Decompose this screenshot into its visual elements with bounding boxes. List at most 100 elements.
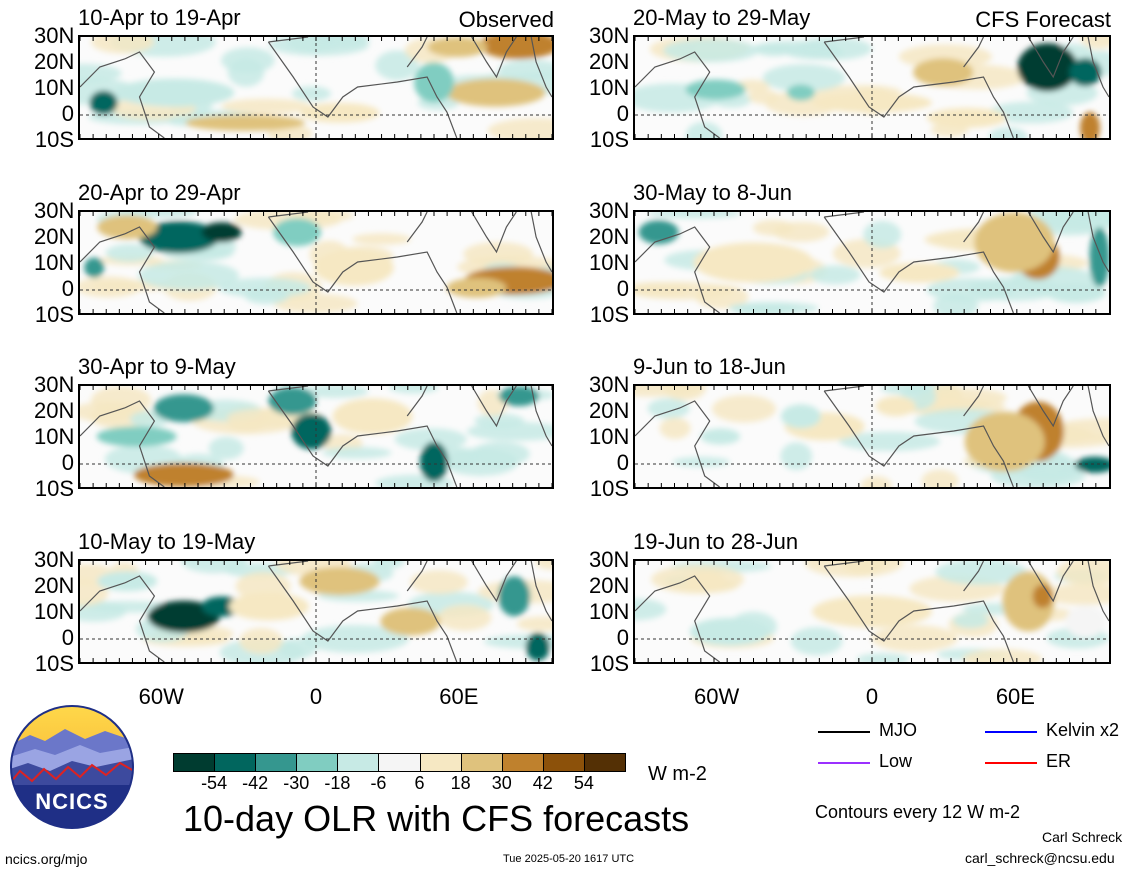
lat-tick-label: 30N (34, 23, 75, 48)
olr-anomaly-patch (410, 570, 468, 595)
olr-anomaly-patch (1069, 58, 1102, 87)
lat-tick-label: 0 (616, 625, 629, 650)
olr-anomaly-patch (352, 233, 412, 245)
olr-map-panel (633, 35, 1111, 140)
olr-anomaly-patch (762, 64, 846, 92)
olr-anomaly-patch (952, 612, 989, 629)
olr-anomaly-patch (389, 386, 439, 394)
olr-anomaly-patch (1089, 227, 1109, 288)
lat-tick-label: 30N (34, 372, 75, 397)
olr-anomaly-patch (754, 42, 794, 57)
olr-anomaly-patch (301, 625, 409, 653)
olr-anomaly-patch (301, 386, 369, 398)
olr-anomaly-patch (201, 222, 242, 243)
olr-anomaly-patch (221, 47, 275, 74)
colorbar-tick-label: 54 (573, 773, 594, 793)
olr-anomaly-patch (1032, 584, 1053, 609)
olr-anomaly-patch (879, 262, 960, 283)
colorbar-segment (296, 753, 339, 772)
lat-tick-label: 10N (34, 424, 75, 449)
olr-anomaly-patch (780, 442, 813, 471)
lat-tick-label: 10N (589, 250, 630, 275)
olr-anomaly-patch (693, 242, 814, 283)
olr-anomaly-patch (748, 89, 779, 104)
lat-tick-label: 20N (34, 224, 75, 249)
olr-anomaly-patch (685, 79, 746, 100)
olr-anomaly-patch (133, 462, 234, 487)
colorbar-segment (173, 753, 216, 772)
olr-anomaly-patch (786, 84, 815, 101)
olr-anomaly-patch (291, 86, 332, 101)
olr-anomaly-patch (471, 441, 530, 467)
olr-anomaly-patch (287, 37, 340, 53)
footer-url: ncics.org/mjo (5, 851, 88, 867)
lat-tick-label: 10S (34, 127, 74, 152)
lat-tick-label: 10N (34, 75, 75, 100)
olr-anomaly-patch (147, 600, 220, 633)
olr-anomaly-patch (244, 287, 289, 305)
olr-anomaly-patch (499, 386, 539, 407)
olr-anomaly-patch (322, 446, 392, 459)
footer-timestamp: Tue 2025-05-20 1617 UTC (503, 853, 635, 865)
olr-anomaly-patch (839, 431, 941, 452)
lat-tick-label: 10S (34, 302, 74, 327)
lat-tick-label: 0 (61, 625, 74, 650)
olr-anomaly-patch (712, 395, 776, 423)
legend-label: ER (1046, 751, 1072, 771)
contour-note: Contours every 12 W m-2 (815, 802, 1021, 822)
colorbar-tick-label: -42 (242, 773, 269, 793)
olr-anomaly-patch (809, 265, 861, 285)
lat-tick-label: 10N (34, 599, 75, 624)
lon-tick-label: 60E (995, 684, 1035, 709)
lat-tick-label: 30N (589, 547, 630, 572)
olr-anomaly-patch (84, 257, 105, 278)
olr-anomaly-patch (772, 221, 830, 242)
logo-text: NCICS (35, 789, 109, 814)
lat-tick-label: 0 (61, 450, 74, 475)
lat-tick-label: 0 (61, 101, 74, 126)
olr-anomaly-patch (790, 627, 843, 656)
olr-anomaly-patch (988, 101, 1074, 124)
olr-anomaly-patch (964, 411, 1045, 472)
olr-anomaly-patch (535, 561, 552, 570)
olr-anomaly-patch (89, 90, 118, 115)
lat-tick-label: 10N (589, 424, 630, 449)
colorbar-segment (214, 753, 257, 772)
colorbar-tick-label: 42 (532, 773, 553, 793)
olr-anomaly-patch (139, 221, 220, 254)
panel-title: 20-Apr to 29-Apr (78, 180, 241, 205)
olr-anomaly-patch (80, 600, 127, 622)
lat-tick-label: 20N (589, 49, 630, 74)
olr-anomaly-patch (313, 249, 394, 286)
olr-map-panel (633, 559, 1111, 664)
olr-anomaly-patch (185, 114, 306, 131)
olr-anomaly-patch (841, 561, 886, 576)
olr-anomaly-patch (871, 625, 958, 652)
lat-tick-label: 10N (589, 75, 630, 100)
lat-tick-label: 10S (34, 476, 74, 501)
lon-tick-label: 0 (865, 684, 879, 709)
olr-anomaly-patch (114, 78, 235, 107)
lat-tick-label: 10S (589, 302, 629, 327)
lat-tick-label: 10S (589, 651, 629, 676)
colorbar-tick-label: 30 (491, 773, 512, 793)
colorbar-tick-label: -18 (324, 773, 351, 793)
olr-anomaly-patch (921, 469, 959, 487)
colorbar-segment (378, 753, 421, 772)
lat-tick-label: 30N (34, 198, 75, 223)
olr-anomaly-patch (97, 215, 158, 240)
lat-tick-label: 30N (589, 198, 630, 223)
olr-anomaly-patch (221, 98, 311, 114)
coastline (80, 386, 552, 487)
olr-anomaly-patch (1074, 456, 1109, 473)
colorbar-tick-label: 18 (450, 773, 471, 793)
olr-anomaly-patch (332, 398, 413, 435)
olr-anomaly-patch (299, 567, 380, 596)
lat-tick-label: 30N (34, 547, 75, 572)
olr-anomaly-patch (1061, 212, 1109, 224)
colorbar-segment (583, 753, 626, 772)
olr-anomaly-patch (1056, 561, 1109, 586)
olr-anomaly-patch (273, 218, 322, 247)
colorbar-tick-label: -6 (370, 773, 387, 793)
olr-anomaly-patch (659, 417, 691, 440)
